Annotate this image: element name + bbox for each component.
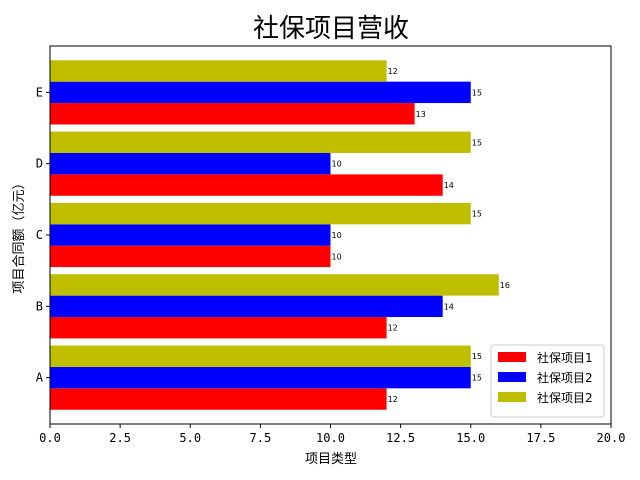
legend-swatch <box>498 352 526 362</box>
chart-title: 社保项目营收 <box>253 14 409 44</box>
legend: 社保项目1 社保项目2 社保项目2 <box>490 344 605 418</box>
bars-group <box>50 60 499 410</box>
x-tick-label: 15.0 <box>456 431 485 445</box>
data-label-series2-B: 14 <box>444 302 454 311</box>
y-tick-label: D <box>36 157 43 171</box>
bar-series3-E <box>50 60 387 82</box>
y-tick-label: E <box>36 85 43 99</box>
data-label-series3-A: 15 <box>472 352 482 361</box>
y-tick-label: B <box>36 299 43 313</box>
data-label-series1-E: 13 <box>416 110 426 119</box>
data-label-series1-D: 14 <box>444 181 454 190</box>
y-axis-label: 项目合同额（亿元） <box>12 176 27 293</box>
data-label-series3-C: 15 <box>472 210 482 219</box>
legend-label: 社保项目2 <box>537 390 593 405</box>
data-label-series3-D: 15 <box>472 138 482 147</box>
data-label-series1-C: 10 <box>332 252 342 261</box>
data-label-series2-A: 15 <box>472 374 482 383</box>
x-tick-label: 10.0 <box>316 431 345 445</box>
data-label-series3-B: 16 <box>500 281 510 290</box>
x-tick-label: 5.0 <box>179 431 201 445</box>
data-label-series1-B: 12 <box>388 324 398 333</box>
bar-series3-B <box>50 274 499 296</box>
legend-label: 社保项目2 <box>537 370 593 385</box>
x-tick-label: 20.0 <box>597 431 626 445</box>
x-tick-label: 12.5 <box>386 431 415 445</box>
bar-series2-A <box>50 366 471 389</box>
data-label-series3-E: 12 <box>388 67 398 76</box>
x-tick-label: 17.5 <box>526 431 555 445</box>
bar-series1-E <box>50 103 415 125</box>
bar-series2-C <box>50 224 331 246</box>
x-axis-label: 项目类型 <box>305 452 357 467</box>
data-label-series2-C: 10 <box>332 231 342 240</box>
data-label-series1-A: 12 <box>388 395 398 404</box>
x-tick-label: 7.5 <box>250 431 272 445</box>
bar-series2-B <box>50 295 443 318</box>
legend-swatch <box>498 392 526 402</box>
bar-series3-A <box>50 345 471 367</box>
bar-series2-E <box>50 81 471 104</box>
x-tick-label: 2.5 <box>109 431 131 445</box>
data-labels-group: 12 12 10 14 13 15 14 10 10 15 15 16 15 15 12 <box>332 67 510 404</box>
bar-series1-A <box>50 388 387 410</box>
bar-series3-D <box>50 131 471 153</box>
legend-swatch <box>498 372 526 382</box>
bar-series2-D <box>50 152 331 175</box>
bar-series3-C <box>50 202 471 225</box>
data-label-series2-D: 10 <box>332 160 342 169</box>
bar-series1-C <box>50 245 331 268</box>
bar-series1-B <box>50 317 387 339</box>
legend-label: 社保项目1 <box>537 350 593 365</box>
bar-series1-D <box>50 174 443 196</box>
y-tick-label: A <box>36 371 44 385</box>
y-tick-label: C <box>36 228 43 242</box>
x-axis: 0.0 2.5 5.0 7.5 10.0 12.5 15.0 17.5 20.0 <box>39 424 625 445</box>
data-label-series2-E: 15 <box>472 88 482 97</box>
y-axis: A B C D E <box>36 85 50 385</box>
x-tick-label: 0.0 <box>39 431 61 445</box>
